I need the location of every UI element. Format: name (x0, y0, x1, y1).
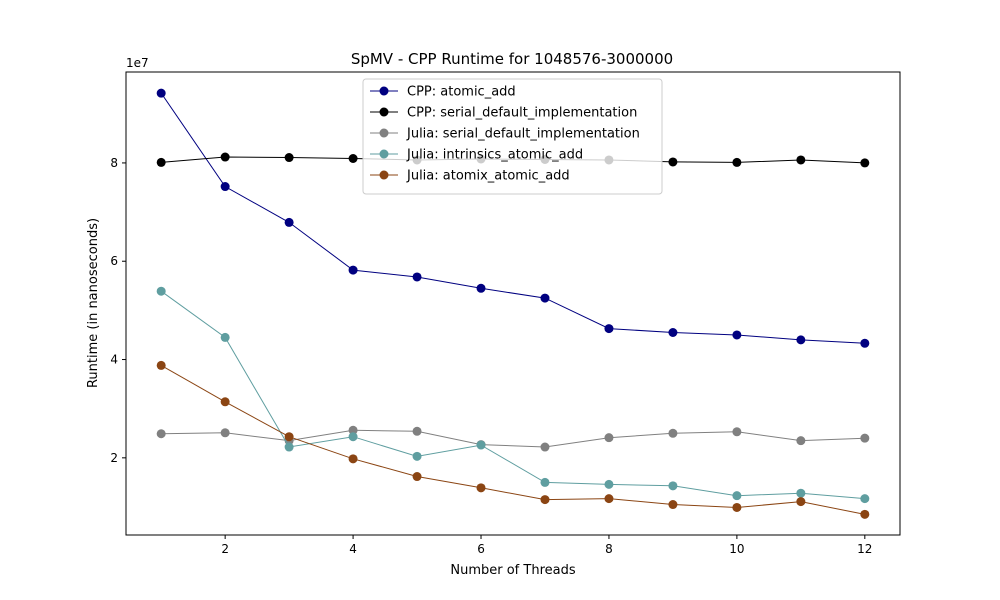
series-line (160, 364, 865, 515)
data-point (156, 360, 166, 370)
data-point (412, 272, 422, 282)
data-point (156, 157, 166, 167)
data-point (732, 491, 742, 501)
data-point (348, 154, 358, 164)
data-point (156, 286, 166, 296)
series-line (161, 429, 865, 448)
legend-entry: Julia: atomix_atomic_add (370, 169, 570, 184)
data-point (860, 509, 870, 519)
data-point (476, 483, 486, 493)
data-point (732, 502, 742, 512)
data-point (796, 155, 806, 165)
data-point (284, 432, 294, 442)
data-point (348, 454, 358, 464)
data-point (348, 432, 358, 442)
x-tick-label: 10 (729, 542, 744, 556)
data-point (412, 472, 422, 482)
data-point (732, 427, 742, 437)
data-point (796, 335, 806, 345)
data-point (284, 442, 294, 452)
data-point (156, 429, 166, 439)
legend-box (362, 78, 663, 195)
x-tick-label: 12 (857, 542, 872, 556)
axis-ticks: 2 4 6 8 10 12 2 4 6 8 (110, 156, 872, 556)
data-point (604, 324, 614, 334)
y-tick-label: 2 (110, 451, 118, 465)
y-offset-text: 1e7 (126, 56, 149, 70)
legend-label: CPP: atomic_add (407, 85, 516, 100)
legend-marker (379, 149, 389, 159)
legend-marker (379, 86, 389, 96)
data-point (604, 479, 614, 489)
legend-marker (379, 170, 389, 180)
legend-entry: Julia: intrinsics_atomic_add (370, 148, 583, 163)
legend-label: CPP: serial_default_implementation (407, 106, 637, 121)
series-0 (156, 88, 870, 348)
data-point (284, 153, 294, 163)
legend-entry: Julia: serial_default_implementation (370, 127, 640, 142)
data-point (668, 428, 678, 438)
data-point (668, 327, 678, 337)
data-point (412, 451, 422, 461)
y-axis-label: Runtime (in nanoseconds) (86, 218, 101, 388)
data-point (220, 397, 230, 407)
legend: CPP: atomic_add CPP: serial_default_imple… (362, 78, 663, 195)
data-point (476, 440, 486, 450)
data-point (860, 158, 870, 168)
x-tick-label: 2 (221, 542, 229, 556)
data-point (284, 217, 294, 227)
data-point (540, 477, 550, 487)
data-point (220, 428, 230, 438)
plot-frame (125, 71, 901, 536)
data-point (540, 442, 550, 452)
legend-entry: CPP: atomic_add (370, 85, 516, 100)
x-axis-label: Number of Threads (450, 563, 575, 578)
x-tick-label: 4 (349, 542, 357, 556)
legend-label: Julia: serial_default_implementation (406, 127, 640, 142)
data-point (348, 425, 358, 435)
data-point (540, 293, 550, 303)
data-point (796, 436, 806, 446)
y-tick-label: 8 (110, 156, 118, 170)
legend-entry: CPP: serial_default_implementation (370, 106, 637, 121)
legend-marker (379, 128, 389, 138)
data-point (668, 500, 678, 510)
data-point (540, 495, 550, 505)
series-4 (156, 360, 870, 519)
data-point (156, 88, 166, 98)
data-point (732, 157, 742, 167)
data-point (220, 332, 230, 342)
series-line (160, 92, 865, 344)
data-point (796, 497, 806, 507)
data-point (796, 488, 806, 498)
legend-marker (379, 107, 389, 117)
data-point (220, 152, 230, 162)
data-point (860, 433, 870, 443)
chart-title: SpMV - CPP Runtime for 1048576-3000000 (351, 50, 673, 68)
data-point (860, 494, 870, 504)
data-point (412, 426, 422, 436)
data-point (604, 494, 614, 504)
legend-label: Julia: intrinsics_atomic_add (406, 148, 583, 163)
x-tick-label: 8 (605, 542, 613, 556)
data-point (860, 338, 870, 348)
y-tick-label: 4 (110, 353, 118, 367)
data-point (476, 283, 486, 293)
series-line (160, 290, 865, 500)
data-point (348, 265, 358, 275)
legend-label: Julia: atomix_atomic_add (406, 169, 570, 184)
series-3 (156, 286, 870, 504)
data-point (604, 433, 614, 443)
data-point (732, 330, 742, 340)
data-point (220, 182, 230, 192)
y-tick-label: 6 (110, 254, 118, 268)
data-point (668, 157, 678, 167)
data-point (668, 481, 678, 491)
x-tick-label: 6 (477, 542, 485, 556)
series-2 (156, 425, 870, 452)
